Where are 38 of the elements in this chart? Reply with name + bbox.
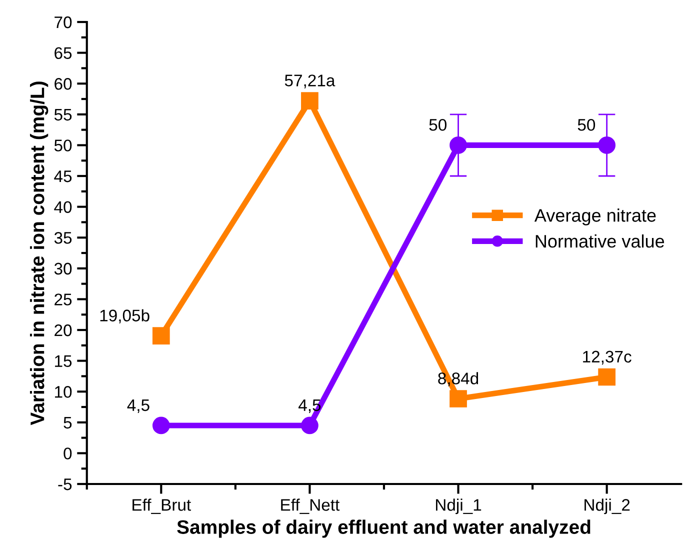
data-label: 50 [429,118,447,131]
x-tick-label: Eff_Brut [132,498,191,514]
point [598,368,616,386]
point [598,136,616,154]
y-tick-label: 15 [55,355,72,368]
point [301,92,318,110]
data-label: 19,05b [100,309,150,324]
y-tick-label: 40 [54,201,72,214]
x-tick-label: Eff_Nett [281,498,340,514]
y-tick-label: 30 [54,262,72,275]
y-tick-label: 10 [55,386,72,398]
legend-label: Normative value [536,234,664,248]
data-label: 4,5 [127,399,150,414]
data-label: 12,37c [583,350,632,365]
y-tick-label: 25 [54,294,72,306]
y-tick-label: 20 [54,324,72,336]
point [450,136,467,154]
point [152,327,170,345]
data-label: 50 [578,118,596,131]
point [450,390,467,408]
x-axis-title: Samples of dairy effluent and water analyzed [177,520,590,538]
x-tick-label: Ndji_1 [436,498,482,514]
y-tick-label: 70 [54,16,72,28]
y-tick-label: -5 [58,478,72,490]
point [301,416,318,434]
y-tick-label: 45 [54,170,72,182]
y-tick-label: 5 [64,416,72,429]
y-tick-label: 55 [54,108,72,121]
x-tick-label: Ndji_2 [584,498,630,514]
y-tick-label: 50 [54,140,72,152]
point [152,416,170,434]
y-axis-title: Variation in nitrate ion content (mg/L) [30,82,48,426]
y-tick-label: 60 [54,78,72,90]
legend-label: Average nitrate [534,208,656,226]
y-tick-label: 35 [54,232,72,244]
y-tick-label: 65 [54,47,72,60]
data-label: 57,21a [284,74,336,88]
y-tick-label: 0 [64,448,72,460]
